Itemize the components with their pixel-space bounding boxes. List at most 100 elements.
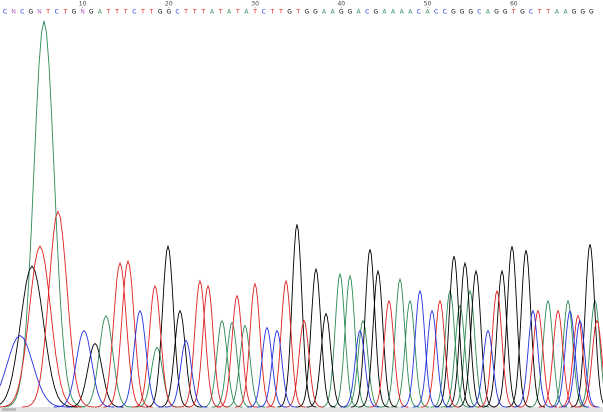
trace-peak xyxy=(358,269,398,408)
trace-peak xyxy=(390,299,430,408)
base-call: A xyxy=(244,9,249,16)
base-call: C xyxy=(477,9,481,16)
trace-peak xyxy=(201,319,243,408)
base-number: 30 xyxy=(251,1,259,8)
base-call: C xyxy=(20,9,24,16)
base-call: N xyxy=(80,9,85,16)
base-number: 50 xyxy=(424,1,432,8)
trace-peak xyxy=(468,329,508,408)
base-call: G xyxy=(494,9,499,16)
trace-peak xyxy=(134,346,180,408)
trace-peak xyxy=(538,309,578,408)
trace-peak xyxy=(513,309,553,408)
base-call: T xyxy=(45,9,50,16)
base-call: A xyxy=(98,9,103,16)
base-call: A xyxy=(356,9,361,16)
base-call: T xyxy=(269,9,274,16)
trace-peak xyxy=(440,304,480,408)
base-call: N xyxy=(37,9,42,16)
base-call: C xyxy=(55,9,59,16)
base-call: G xyxy=(348,9,353,16)
base-call: C xyxy=(132,9,136,16)
base-call: T xyxy=(545,9,550,16)
trace-peak xyxy=(420,299,460,408)
trace-peak xyxy=(187,284,229,408)
base-call: T xyxy=(63,9,68,16)
base-call: C xyxy=(417,9,421,16)
trace-peak xyxy=(380,277,420,408)
base-call: A xyxy=(408,9,413,16)
base-call: G xyxy=(304,9,309,16)
trace-peak xyxy=(400,289,440,408)
trace-peak xyxy=(66,342,124,408)
base-call: C xyxy=(3,9,7,16)
trace-peak xyxy=(482,269,522,408)
base-call: A xyxy=(563,9,568,16)
base-call: T xyxy=(295,9,300,16)
trace-peak xyxy=(320,272,360,408)
trace-peak xyxy=(179,279,221,408)
base-call: G xyxy=(580,9,585,16)
base-call: G xyxy=(158,9,163,16)
trace-peak xyxy=(0,334,72,408)
base-call: C xyxy=(443,9,447,16)
base-call: A xyxy=(210,9,215,16)
scroll-thumb[interactable] xyxy=(2,408,16,411)
trace-peak xyxy=(577,319,603,408)
base-call: G xyxy=(167,9,172,16)
scrollbar[interactable] xyxy=(0,407,603,412)
base-call: A xyxy=(555,9,560,16)
trace-peak xyxy=(558,314,598,408)
trace-peak xyxy=(343,319,383,408)
base-call: G xyxy=(339,9,344,16)
base-call: A xyxy=(322,9,327,16)
base-call: G xyxy=(589,9,594,16)
trace-peak xyxy=(224,324,266,408)
base-call: C xyxy=(262,9,266,16)
base-call: G xyxy=(520,9,525,16)
base-call: G xyxy=(29,9,34,16)
trace-peak xyxy=(266,279,306,408)
base-call: A xyxy=(227,9,232,16)
trace-peak xyxy=(412,309,452,408)
base-call: T xyxy=(114,9,119,16)
base-number: 60 xyxy=(510,1,518,8)
base-call: A xyxy=(391,9,396,16)
base-number: 20 xyxy=(165,1,173,8)
trace-peak xyxy=(550,309,590,408)
base-call: A xyxy=(486,9,491,16)
base-call: T xyxy=(149,9,154,16)
base-call: T xyxy=(183,9,188,16)
base-call: T xyxy=(200,9,205,16)
trace-peak xyxy=(216,294,258,408)
trace-peak xyxy=(235,282,275,408)
base-call: A xyxy=(425,9,430,16)
trace-peak xyxy=(518,309,558,408)
trace-peak xyxy=(277,224,317,408)
trace-peak xyxy=(257,329,297,408)
trace-peak xyxy=(548,299,588,408)
base-call: T xyxy=(218,9,223,16)
trace-peak xyxy=(528,299,568,408)
base-call: G xyxy=(89,9,94,16)
base-call: T xyxy=(278,9,283,16)
trace-peak xyxy=(506,250,546,408)
trace-peak xyxy=(132,284,178,408)
base-call: N xyxy=(11,9,16,16)
base-call: C xyxy=(434,9,438,16)
base-call: G xyxy=(72,9,77,16)
base-call: G xyxy=(460,9,465,16)
base-call: A xyxy=(400,9,405,16)
trace-peak xyxy=(350,249,390,408)
base-number: 40 xyxy=(337,1,345,8)
trace-peak xyxy=(116,309,164,408)
base-call: T xyxy=(192,9,197,16)
base-call: G xyxy=(373,9,378,16)
trace-peak xyxy=(296,267,336,408)
base-call: G xyxy=(287,9,292,16)
base-call: T xyxy=(252,9,257,16)
trace-peak xyxy=(477,289,517,408)
trace-peak xyxy=(3,20,85,408)
trace-peak xyxy=(369,299,409,408)
